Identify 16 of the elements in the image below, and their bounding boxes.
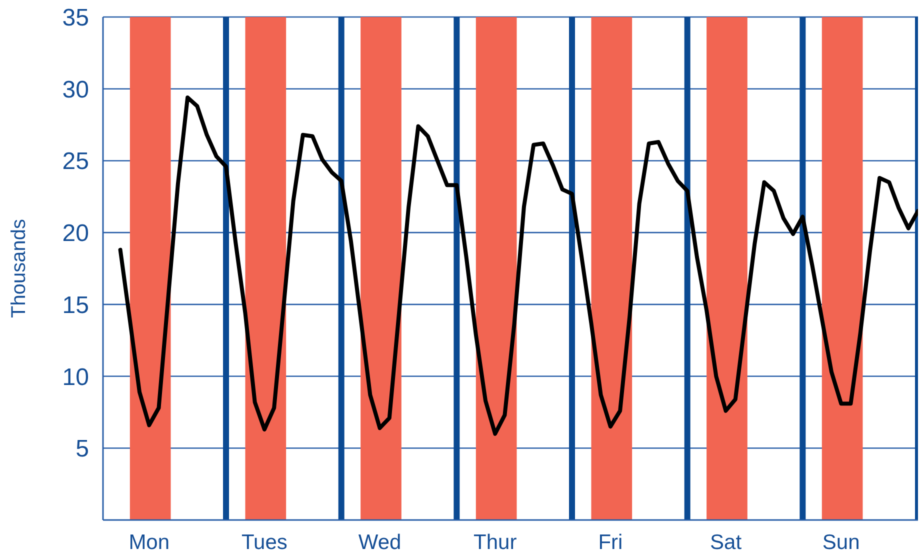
y-tick-label: 20 [62,220,89,248]
y-tick-label: 15 [62,292,89,319]
x-tick-label: Thur [474,530,517,554]
x-tick-label: Tues [242,530,288,554]
y-tick-label: 25 [62,148,89,176]
y-tick-label: 35 [62,4,89,32]
line-series [118,95,918,436]
x-tick-label: Wed [358,530,402,554]
x-tick-label: Sun [822,530,860,554]
y-tick-label: 30 [62,76,89,104]
y-tick-label: 10 [62,364,89,391]
x-tick-label: Mon [128,530,170,554]
x-tick-label: Sat [710,530,742,554]
y-tick-label: 5 [76,436,89,463]
y-axis-title: Thousands [8,219,30,318]
x-tick-label: Fri [598,530,623,554]
